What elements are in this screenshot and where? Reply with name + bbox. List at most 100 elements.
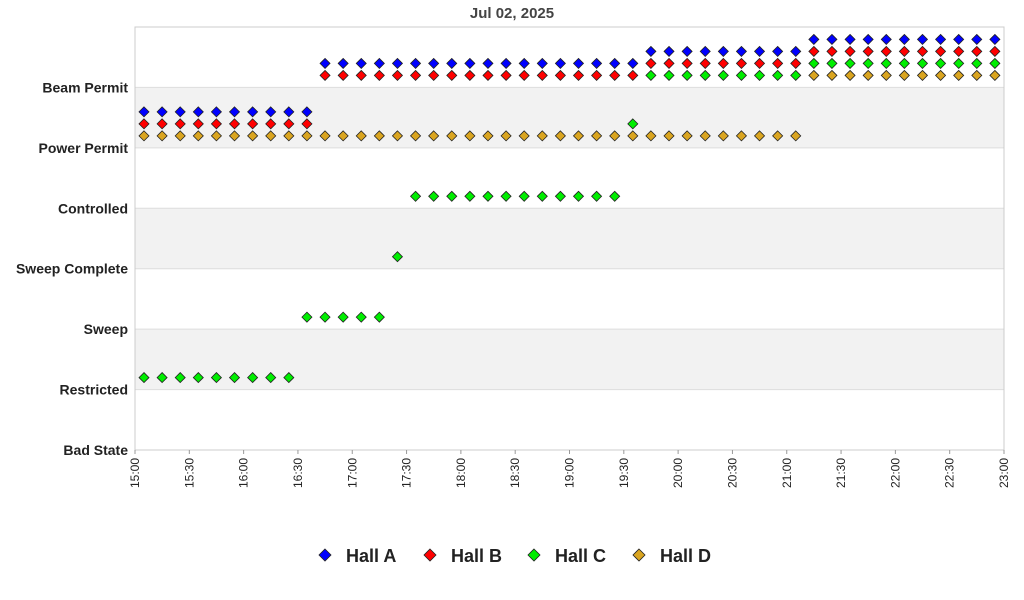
point-hall-c: [156, 372, 168, 384]
point-hall-d: [518, 130, 530, 142]
legend-marker-hall-d: [632, 548, 646, 562]
point-hall-d: [409, 130, 422, 142]
point-hall-c: [663, 69, 675, 81]
point-hall-d: [735, 130, 748, 142]
x-tick-label-2230: 22:30: [943, 458, 957, 488]
x-tick-label-2200: 22:00: [888, 458, 902, 488]
point-hall-a: [409, 57, 422, 69]
point-hall-c: [265, 372, 277, 384]
y-tick-label-beam-permit: Beam Permit: [42, 79, 128, 95]
chart-title: Jul 02, 2025: [470, 5, 554, 22]
point-hall-d: [826, 69, 838, 81]
y-tick-label-controlled: Controlled: [58, 200, 128, 216]
point-hall-d: [265, 130, 277, 142]
point-hall-d: [790, 130, 802, 142]
y-tick-label-power-permit: Power Permit: [39, 140, 129, 156]
point-hall-a: [518, 57, 530, 69]
point-hall-b: [898, 45, 910, 57]
point-hall-a: [699, 45, 711, 57]
point-hall-b: [844, 45, 856, 57]
point-hall-a: [265, 106, 277, 118]
point-hall-b: [373, 69, 385, 81]
point-hall-d: [935, 69, 947, 81]
point-hall-b: [428, 69, 440, 81]
point-hall-a: [428, 57, 440, 69]
point-hall-b: [989, 45, 1001, 57]
x-tick-label-2000: 20:00: [671, 458, 685, 488]
point-hall-b: [482, 69, 494, 81]
point-hall-c: [355, 311, 367, 323]
point-hall-b: [645, 57, 657, 69]
point-hall-b: [826, 45, 838, 57]
point-hall-c: [446, 190, 458, 202]
point-hall-c: [301, 311, 313, 323]
point-hall-d: [156, 130, 168, 142]
point-hall-a: [319, 57, 331, 69]
point-hall-b: [319, 69, 331, 81]
point-hall-c: [464, 190, 476, 202]
plot-band: [135, 208, 1004, 269]
point-hall-b: [301, 118, 313, 130]
point-hall-a: [790, 45, 802, 57]
point-hall-b: [464, 69, 476, 81]
point-hall-d: [391, 130, 404, 142]
point-hall-b: [228, 118, 241, 130]
point-hall-d: [228, 130, 241, 142]
point-hall-d: [192, 130, 204, 142]
point-hall-a: [916, 33, 929, 45]
point-hall-a: [301, 106, 313, 118]
point-hall-d: [717, 130, 729, 142]
point-hall-d: [681, 130, 693, 142]
legend-label-hall-a: Hall A: [346, 546, 396, 566]
point-hall-a: [953, 33, 965, 45]
point-hall-d: [753, 130, 766, 142]
point-hall-a: [772, 45, 784, 57]
point-hall-c: [916, 57, 929, 69]
point-hall-b: [772, 57, 784, 69]
point-hall-c: [772, 69, 784, 81]
point-hall-a: [880, 33, 892, 45]
point-hall-b: [138, 118, 150, 130]
point-hall-a: [989, 33, 1001, 45]
point-hall-c: [192, 372, 204, 384]
point-hall-b: [663, 57, 675, 69]
point-hall-c: [319, 311, 331, 323]
point-hall-a: [753, 45, 766, 57]
point-hall-c: [518, 190, 530, 202]
point-hall-b: [681, 57, 693, 69]
point-hall-c: [735, 69, 748, 81]
point-hall-d: [898, 69, 910, 81]
x-tick-label-1500: 15:00: [128, 458, 142, 488]
point-hall-c: [572, 190, 585, 202]
point-hall-a: [844, 33, 856, 45]
point-hall-d: [772, 130, 784, 142]
plot-background: [134, 26, 1005, 451]
point-hall-d: [174, 130, 186, 142]
x-tick-label-1700: 17:00: [345, 458, 359, 488]
point-hall-c: [790, 69, 802, 81]
point-hall-c: [409, 190, 422, 202]
point-hall-a: [536, 57, 548, 69]
point-hall-b: [753, 57, 766, 69]
legend-marker-hall-a: [318, 548, 332, 562]
point-hall-b: [572, 69, 585, 81]
point-hall-b: [808, 45, 820, 57]
point-hall-c: [500, 190, 512, 202]
x-tick-label-2030: 20:30: [725, 458, 739, 488]
point-hall-d: [971, 69, 983, 81]
point-hall-b: [536, 69, 548, 81]
point-hall-d: [572, 130, 585, 142]
point-hall-c: [844, 57, 856, 69]
x-tick-label-1600: 16:00: [237, 458, 251, 488]
point-hall-d: [844, 69, 856, 81]
point-hall-b: [156, 118, 168, 130]
point-hall-a: [808, 33, 820, 45]
point-hall-c: [645, 69, 657, 81]
point-hall-b: [953, 45, 965, 57]
point-hall-d: [536, 130, 548, 142]
x-tick-label-2300: 23:00: [997, 458, 1011, 488]
point-hall-d: [247, 130, 259, 142]
point-hall-a: [609, 57, 621, 69]
point-hall-a: [935, 33, 947, 45]
point-hall-c: [428, 190, 440, 202]
